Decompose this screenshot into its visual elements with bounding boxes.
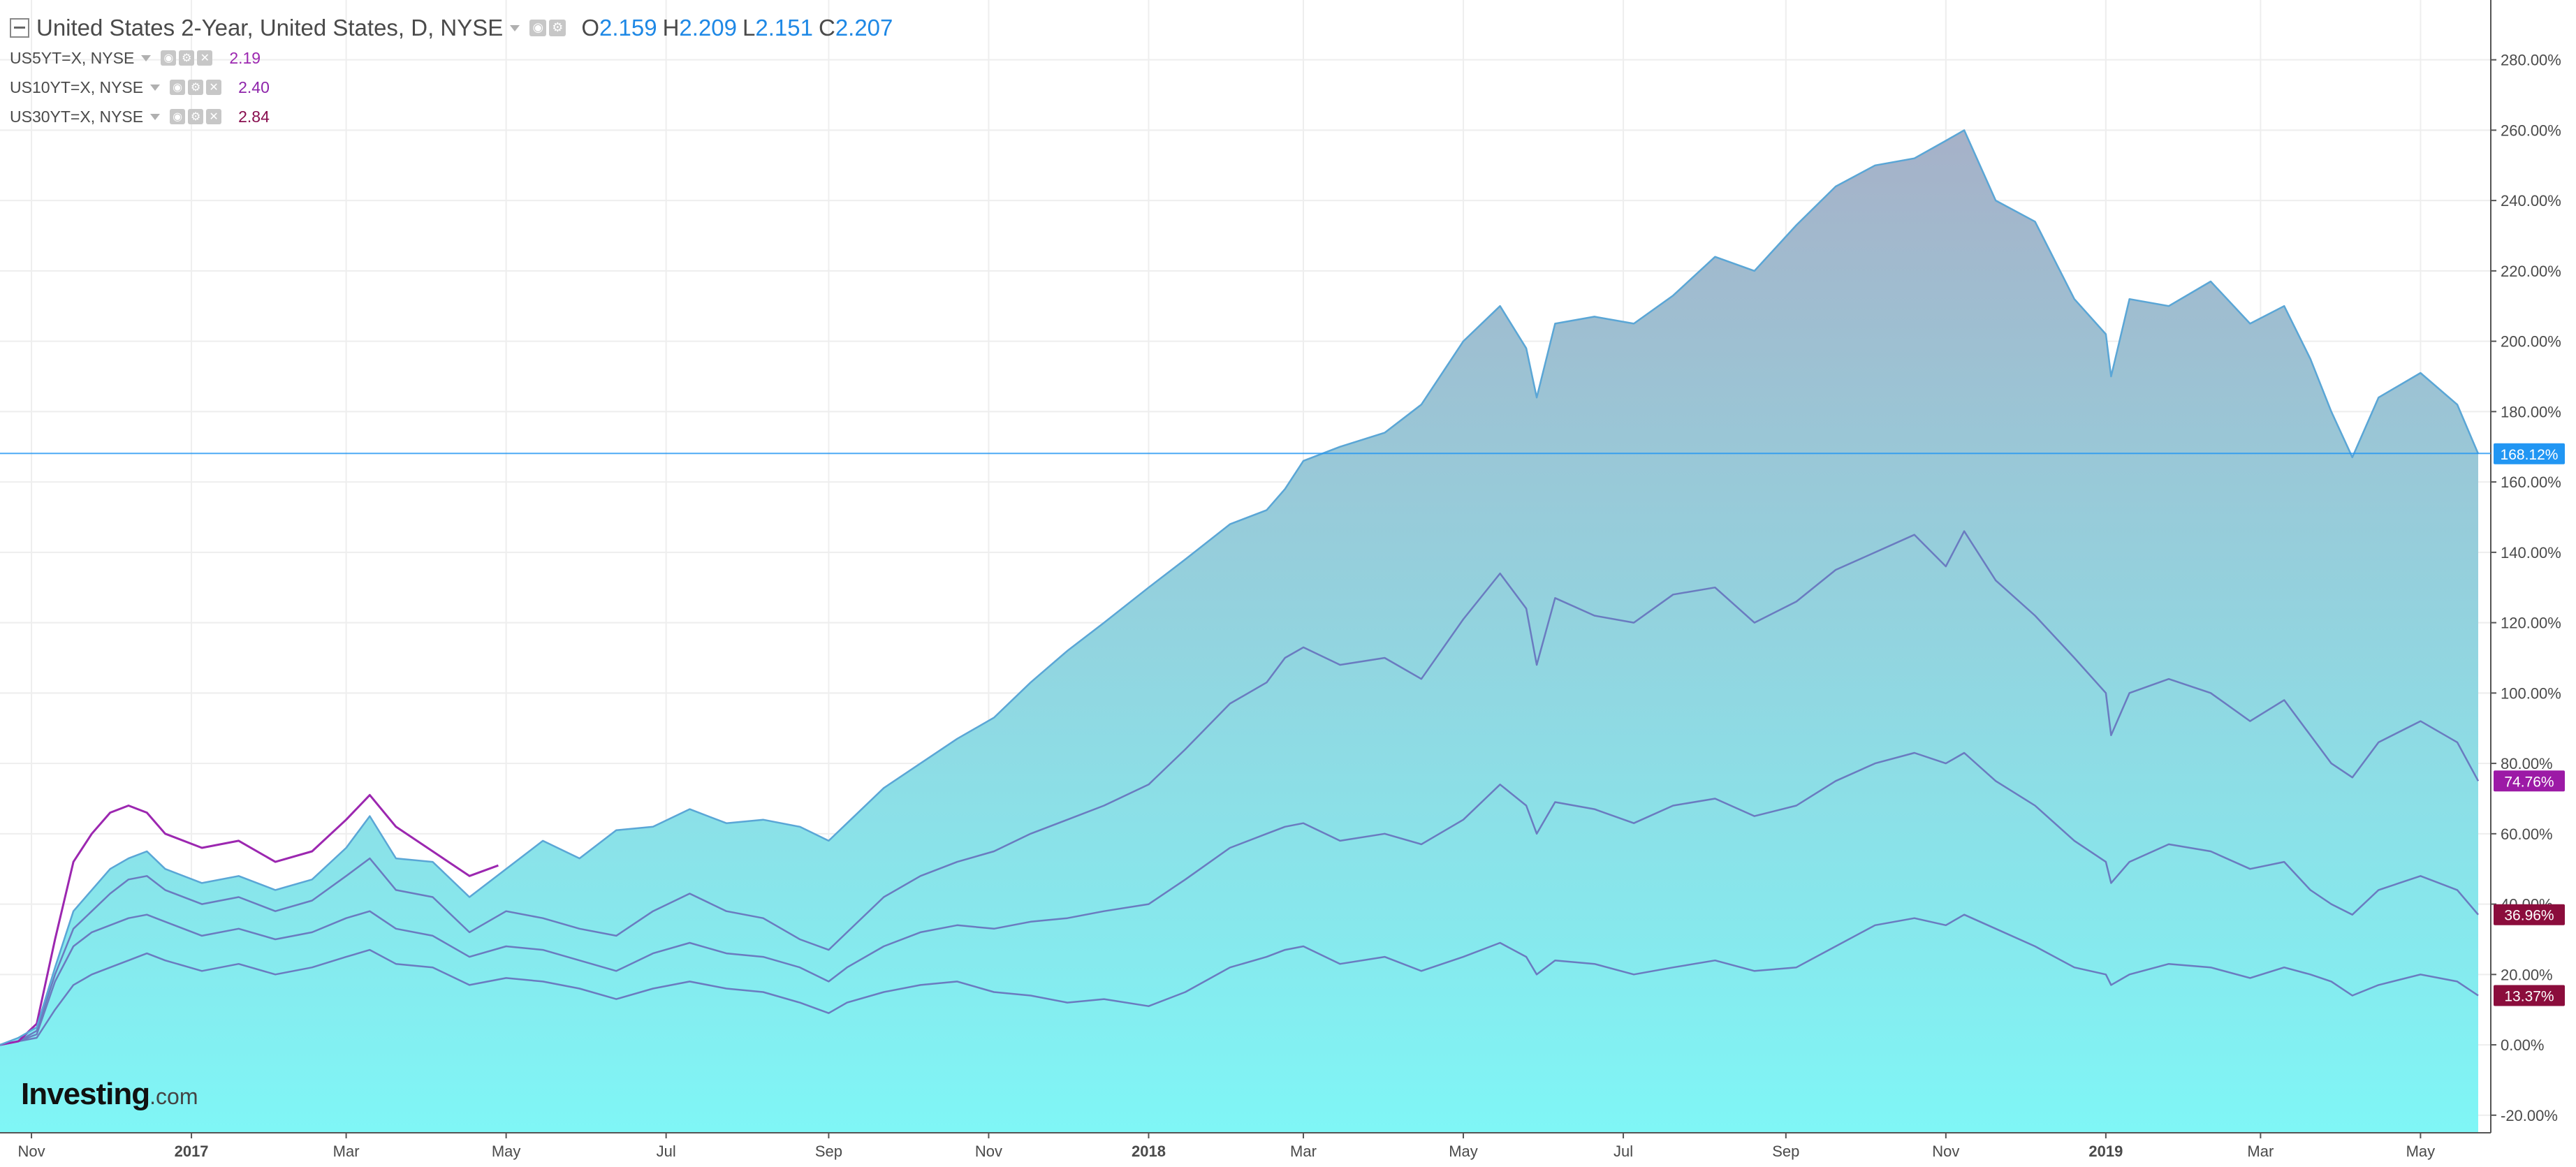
logo-domain: .com: [149, 1084, 198, 1109]
open-key: O: [581, 15, 599, 41]
close-key: C: [818, 15, 835, 41]
main-series-area: [0, 130, 2478, 1133]
last-value-badge: [2494, 985, 2565, 1006]
y-tick-label: -20.00%: [2501, 1107, 2558, 1124]
x-tick-label: Sep: [1772, 1143, 1799, 1160]
y-tick-label: 80.00%: [2501, 755, 2553, 772]
close-icon[interactable]: ✕: [206, 80, 222, 95]
high-key: H: [662, 15, 680, 41]
y-tick-label: 100.00%: [2501, 684, 2561, 702]
logo-brand: Investing: [21, 1077, 150, 1111]
last-value-label: 168.12%: [2501, 447, 2559, 463]
eye-icon[interactable]: ◉: [170, 80, 186, 95]
gear-icon[interactable]: ⚙: [188, 80, 204, 95]
x-tick-label: 2019: [2088, 1143, 2123, 1160]
overlay-label[interactable]: US5YT=X, NYSE: [10, 48, 135, 67]
y-tick-label: 180.00%: [2501, 403, 2561, 420]
last-value-label: 36.96%: [2504, 908, 2554, 924]
main-series-legend[interactable]: United States 2-Year, United States, D, …: [10, 11, 893, 45]
x-tick-label: Nov: [17, 1143, 45, 1160]
overlay-line: [0, 530, 2480, 1046]
gear-icon[interactable]: ⚙: [549, 20, 566, 36]
low-value: 2.151: [755, 15, 813, 41]
time-axis[interactable]: Nov 2017 Mar May Jul Sep Nov 2018 Mar May Jul Sep No…: [17, 1133, 2435, 1160]
x-tick-label: Mar: [1290, 1143, 1317, 1160]
overlay-label[interactable]: US30YT=X, NYSE: [10, 107, 144, 126]
overlay-line: [0, 913, 2479, 1046]
low-key: L: [742, 15, 756, 41]
investing-logo: Investing.com: [21, 1077, 198, 1112]
eye-icon[interactable]: ◉: [170, 109, 186, 124]
overlay-controls: ◉ ⚙ ✕: [170, 80, 222, 95]
gear-icon[interactable]: ⚙: [179, 50, 195, 66]
x-tick-label: Jul: [657, 1143, 676, 1160]
y-tick-label: 20.00%: [2501, 966, 2553, 983]
x-tick-label: Mar: [333, 1143, 360, 1160]
y-tick-label: 120.00%: [2501, 615, 2561, 632]
x-tick-label: Sep: [815, 1143, 842, 1160]
y-tick-label: 240.00%: [2501, 192, 2561, 210]
close-icon[interactable]: ✕: [206, 109, 222, 124]
y-tick-label: 140.00%: [2501, 544, 2561, 562]
overlay-line: [0, 751, 2479, 1046]
last-value-label: 74.76%: [2504, 774, 2554, 790]
x-tick-label: 2017: [175, 1143, 209, 1160]
y-tick-label: 200.00%: [2501, 333, 2561, 351]
last-value-badge: [2494, 770, 2565, 792]
x-tick-label: May: [492, 1143, 521, 1160]
overlay-early-line: [0, 793, 499, 1046]
overlay-legend-us30y[interactable]: US30YT=X, NYSE ◉ ⚙ ✕ 2.84: [10, 103, 270, 130]
overlay-legend-us10y[interactable]: US10YT=X, NYSE ◉ ⚙ ✕ 2.40: [10, 74, 270, 101]
x-tick-label: Nov: [1932, 1143, 1959, 1160]
close-value: 2.207: [835, 15, 893, 41]
y-tick-label: 260.00%: [2501, 122, 2561, 139]
chevron-down-icon[interactable]: [150, 113, 161, 120]
series-layer: [0, 129, 2480, 1133]
eye-icon[interactable]: ◉: [529, 20, 547, 36]
x-tick-label: Nov: [975, 1143, 1002, 1160]
series-controls: ◉ ⚙: [529, 20, 566, 36]
overlay-value: 2.84: [238, 107, 270, 126]
open-value: 2.159: [599, 15, 657, 41]
x-tick-label: Mar: [2247, 1143, 2274, 1160]
overlay-label[interactable]: US10YT=X, NYSE: [10, 78, 144, 96]
last-value-badge: [2494, 904, 2565, 925]
main-series-line: [0, 129, 2480, 1046]
x-tick-label: 2018: [1132, 1143, 1166, 1160]
chevron-down-icon[interactable]: [510, 24, 520, 31]
overlay-value: 2.40: [238, 78, 270, 96]
y-tick-label: 220.00%: [2501, 263, 2561, 280]
last-value-label: 13.37%: [2504, 989, 2554, 1005]
y-tick-label: 160.00%: [2501, 474, 2561, 491]
chevron-down-icon[interactable]: [150, 84, 161, 91]
main-series-title[interactable]: United States 2-Year, United States, D, …: [36, 15, 504, 41]
x-tick-label: May: [1449, 1143, 1478, 1160]
gear-icon[interactable]: ⚙: [188, 109, 204, 124]
overlay-controls: ◉ ⚙ ✕: [170, 109, 222, 124]
y-tick-label: 280.00%: [2501, 52, 2561, 69]
overlay-controls: ◉ ⚙ ✕: [161, 50, 213, 66]
close-icon[interactable]: ✕: [197, 50, 213, 66]
collapse-legend-icon[interactable]: [10, 18, 29, 38]
y-tick-label: 0.00%: [2501, 1036, 2544, 1054]
last-value-badges: 168.12% 74.76% 36.96% 13.37%: [0, 443, 2565, 1006]
y-tick-label: 60.00%: [2501, 825, 2553, 843]
x-tick-label: Jul: [1613, 1143, 1633, 1160]
last-value-badge: [2494, 443, 2565, 464]
price-axis[interactable]: -20.00%0.00%20.00%40.00%60.00%80.00%100.…: [2491, 52, 2561, 1124]
x-tick-label: May: [2406, 1143, 2436, 1160]
overlay-value: 2.19: [229, 48, 261, 67]
overlay-legend-us5y[interactable]: US5YT=X, NYSE ◉ ⚙ ✕ 2.19: [10, 45, 261, 71]
chevron-down-icon[interactable]: [141, 54, 152, 61]
high-value: 2.209: [679, 15, 738, 41]
eye-icon[interactable]: ◉: [161, 50, 177, 66]
